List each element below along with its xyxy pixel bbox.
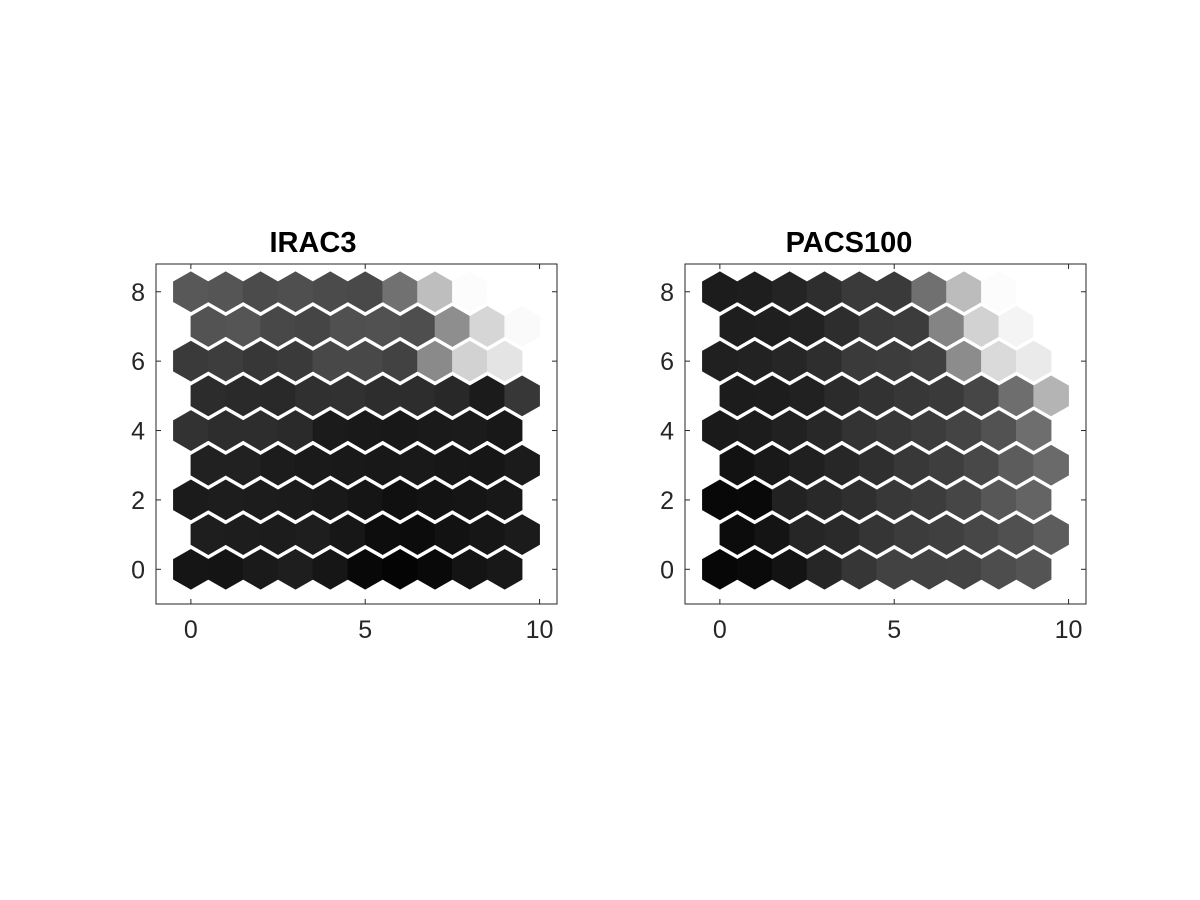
hex-cell xyxy=(504,375,540,417)
hex-grid xyxy=(173,271,540,590)
x-tick-label: 5 xyxy=(358,616,372,644)
hex-cell xyxy=(486,271,523,313)
panel-pacs100: PACS100 0 5 10 0 2 4 6 8 xyxy=(660,227,1087,644)
hex-cell xyxy=(1033,375,1069,417)
hex-cell xyxy=(486,410,523,451)
chart-title: PACS100 xyxy=(786,227,913,259)
x-tick-label: 5 xyxy=(887,616,901,644)
x-tick-label: 10 xyxy=(526,616,554,644)
hex-cell xyxy=(1015,340,1052,382)
x-tick-label: 10 xyxy=(1055,616,1083,644)
hex-cell xyxy=(504,514,540,555)
hex-cell xyxy=(1015,410,1052,451)
chart-title: IRAC3 xyxy=(269,227,356,259)
hex-cell xyxy=(504,306,540,347)
y-tick-label: 2 xyxy=(131,487,145,515)
y-tick-label: 2 xyxy=(660,487,674,515)
y-tick-label: 8 xyxy=(660,279,674,307)
hex-cell xyxy=(1033,514,1069,555)
hex-cell xyxy=(486,548,523,590)
y-tick-label: 6 xyxy=(131,348,145,376)
y-tick-label: 4 xyxy=(131,418,145,446)
hex-cell xyxy=(486,479,523,521)
hex-cell xyxy=(1015,479,1052,521)
hex-cell xyxy=(504,444,540,486)
y-tick-label: 4 xyxy=(660,418,674,446)
y-tick-label: 6 xyxy=(660,348,674,376)
y-tick-label: 0 xyxy=(660,556,674,584)
hex-cell xyxy=(1015,271,1052,313)
x-tick-label: 0 xyxy=(713,616,727,644)
x-tick-label: 0 xyxy=(184,616,198,644)
y-tick-label: 0 xyxy=(131,556,145,584)
hex-cell xyxy=(1033,306,1069,347)
hex-cell xyxy=(1033,444,1069,486)
panel-irac3: IRAC3 0 5 10 0 2 4 6 8 xyxy=(131,227,558,644)
hex-cell xyxy=(486,340,523,382)
hex-cell xyxy=(1015,548,1052,590)
hex-grid xyxy=(702,271,1069,590)
y-tick-label: 8 xyxy=(131,279,145,307)
